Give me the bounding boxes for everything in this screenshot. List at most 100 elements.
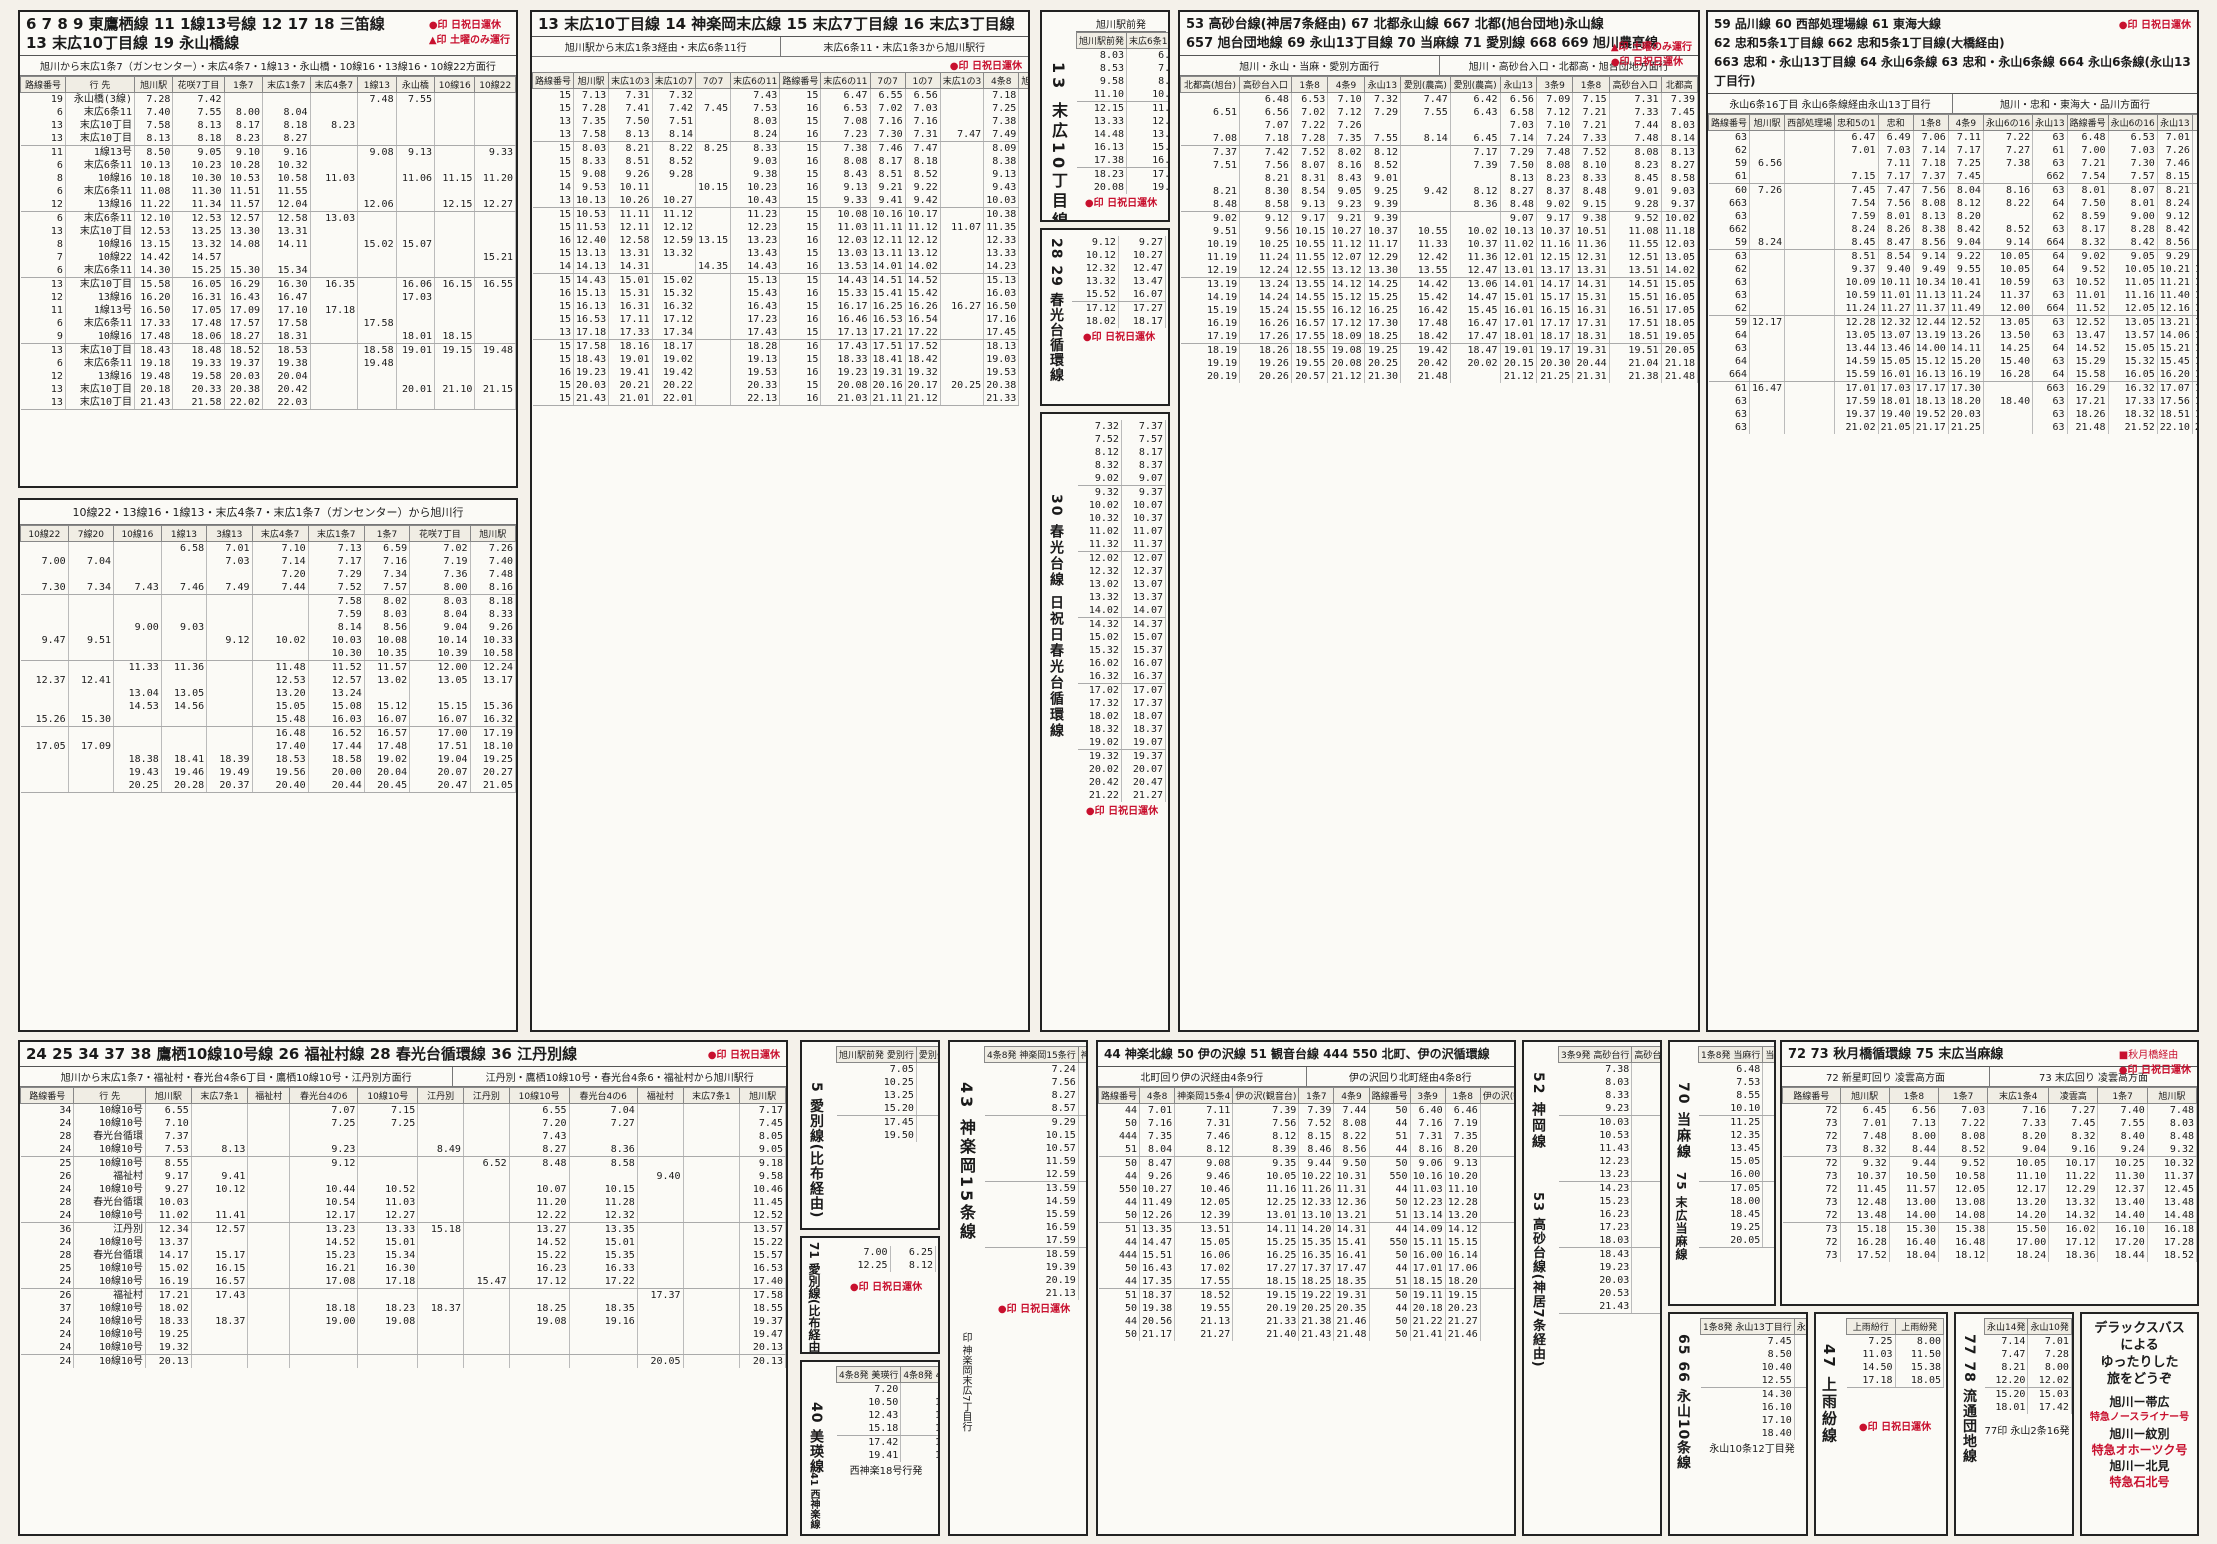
- table-cell: 14.42: [134, 251, 174, 264]
- table-cell: 7.13: [308, 541, 365, 555]
- table-cell: 7.17: [1878, 170, 1914, 184]
- table-cell: 15.12: [1126, 141, 1168, 154]
- header-row: 4条8発 神楽岡15条行神楽岡15条発 4条8行: [984, 1046, 1086, 1063]
- table-cell: 7.45: [695, 102, 732, 115]
- table-cell: 19.15: [1232, 1288, 1300, 1302]
- table-cell: 15: [532, 221, 575, 234]
- table-cell: 18.58: [308, 753, 365, 766]
- table-row: 10.258.00: [836, 1076, 938, 1089]
- table-cell: [206, 726, 253, 740]
- column-header: 永山13: [1499, 76, 1537, 93]
- table-cell: 14.25: [1983, 342, 2034, 355]
- table-cell: 8.42: [2108, 236, 2158, 250]
- table-cell: 11.21: [1762, 1129, 1774, 1142]
- table-cell: 664: [2032, 302, 2068, 316]
- table-cell: 44: [1369, 1262, 1411, 1275]
- table-cell: 7.55: [1762, 1089, 1774, 1102]
- table-cell: 17.48: [172, 317, 225, 330]
- table-cell: 8.58: [1239, 198, 1292, 212]
- table-cell: 1線13号: [65, 145, 135, 159]
- table-cell: [695, 379, 732, 392]
- table-cell: 15.07: [396, 238, 436, 251]
- table-cell: [191, 1328, 249, 1341]
- table-cell: 7.31: [1410, 1130, 1446, 1143]
- table-cell: 16.25: [1232, 1249, 1300, 1262]
- panel-title: 59 品川線 60 西部処理場線 61 東海大線 62 忠和5条1丁目線 662…: [1708, 12, 2197, 94]
- table-cell: 11.01: [2067, 289, 2109, 302]
- table-cell: 14.24: [1239, 291, 1292, 304]
- table-cell: 11.10: [1987, 1170, 2050, 1183]
- table-row: 14.19 14.24 14.55 15.12 15.25 15.42 14.47 15.01…: [1180, 291, 1698, 304]
- column-header: 行 先: [73, 1087, 147, 1104]
- table-cell: 17.51: [409, 740, 471, 753]
- table-cell: 17.30: [1948, 381, 1984, 395]
- table-cell: 8.48: [1180, 198, 1241, 212]
- table-cell: 7.01: [1139, 1103, 1176, 1117]
- table-cell: 73: [1782, 1196, 1841, 1209]
- table-cell: 16.47: [262, 291, 311, 304]
- table-cell: 12.52: [1948, 315, 1984, 329]
- table-cell: 17.28: [2147, 1236, 2197, 1249]
- table-cell: 春光台循環: [73, 1130, 147, 1143]
- column-header: 3条9: [1535, 76, 1574, 93]
- table-cell: 春光台循環: [73, 1196, 147, 1209]
- table-cell: 9.55: [1948, 263, 1984, 276]
- table-cell: [417, 1103, 464, 1117]
- table-cell: 18.32: [1078, 723, 1122, 736]
- table-cell: 19.08: [1327, 343, 1365, 357]
- table-cell: 7.16: [870, 115, 906, 128]
- table-cell: 8.14: [652, 128, 697, 142]
- table-cell: 6: [20, 185, 66, 198]
- table-cell: 20.08: [820, 379, 871, 392]
- table-cell: 20.05: [1661, 343, 1698, 357]
- table-cell: 7.55: [1400, 106, 1451, 119]
- table-cell: 10.55: [1291, 238, 1329, 251]
- table-cell: [161, 568, 208, 581]
- table-cell: [1364, 119, 1402, 132]
- table-cell: 8.00: [2027, 1361, 2072, 1374]
- table-cell: 16.10: [1700, 1401, 1795, 1414]
- table-cell: 14.23: [1558, 1181, 1633, 1195]
- table-cell: 7.03: [1500, 119, 1537, 132]
- table-cell: 9.17: [1291, 211, 1329, 225]
- table-cell: 51: [1369, 1130, 1411, 1143]
- column-header: 4条8発 美瑛行: [835, 1366, 902, 1383]
- table-cell: 8: [20, 238, 66, 251]
- table-cell: 16.26: [905, 300, 941, 313]
- table-cell: [113, 647, 162, 661]
- table-cell: [396, 225, 436, 238]
- table-cell: [463, 1170, 510, 1183]
- table-cell: 16.02: [2048, 1222, 2099, 1236]
- table-cell: 18.17: [1536, 330, 1574, 344]
- table-cell: 15.26: [20, 713, 69, 727]
- header-row: 旭川駅前発 愛別行愛別発 旭川駅前行: [836, 1046, 938, 1063]
- table-cell: [357, 1328, 419, 1341]
- table-cell: 19.11: [1410, 1288, 1446, 1302]
- table-cell: 9.16: [2048, 1143, 2099, 1157]
- table-cell: 664: [1708, 368, 1751, 382]
- table-row: 24 10線10号 11.02 11.41 12.17 12.27 12.22 12.32 12…: [20, 1209, 786, 1223]
- table-cell: 18.28: [730, 339, 781, 353]
- table-cell: 18.23: [357, 1302, 419, 1315]
- table-cell: 14.11: [1948, 342, 1984, 355]
- table-cell: 16.26: [1239, 317, 1292, 330]
- table-cell: 18.00: [916, 1129, 938, 1142]
- table-cell: 550: [1369, 1170, 1411, 1183]
- table-cell: 17.50: [1762, 1208, 1774, 1221]
- table-cell: 16: [779, 287, 822, 300]
- table-cell: 8.33: [730, 141, 781, 155]
- table-row: 18.32 18.37: [1078, 723, 1167, 736]
- table-cell: [695, 273, 732, 287]
- table-cell: 7.33: [1987, 1117, 2050, 1130]
- column-header: 1条8: [1572, 76, 1610, 93]
- table-cell: 20.19: [1232, 1302, 1300, 1315]
- table-cell: 21.48: [1333, 1328, 1370, 1341]
- column-header: 上雨紛発: [1894, 1318, 1944, 1335]
- table-cell: 50: [1369, 1249, 1411, 1262]
- table-row: 8.037.35: [1558, 1076, 1660, 1089]
- table-cell: 16.07: [364, 713, 411, 727]
- table-cell: 8.27: [1661, 159, 1698, 172]
- table-cell: 18.23: [1076, 167, 1128, 181]
- table-cell: 18.31: [262, 330, 311, 344]
- panel-kamioka: 52 神岡線 53 高砂台線(神居7条経由) 3条9発 高砂台行高砂台発 4条9…: [1522, 1040, 1662, 1536]
